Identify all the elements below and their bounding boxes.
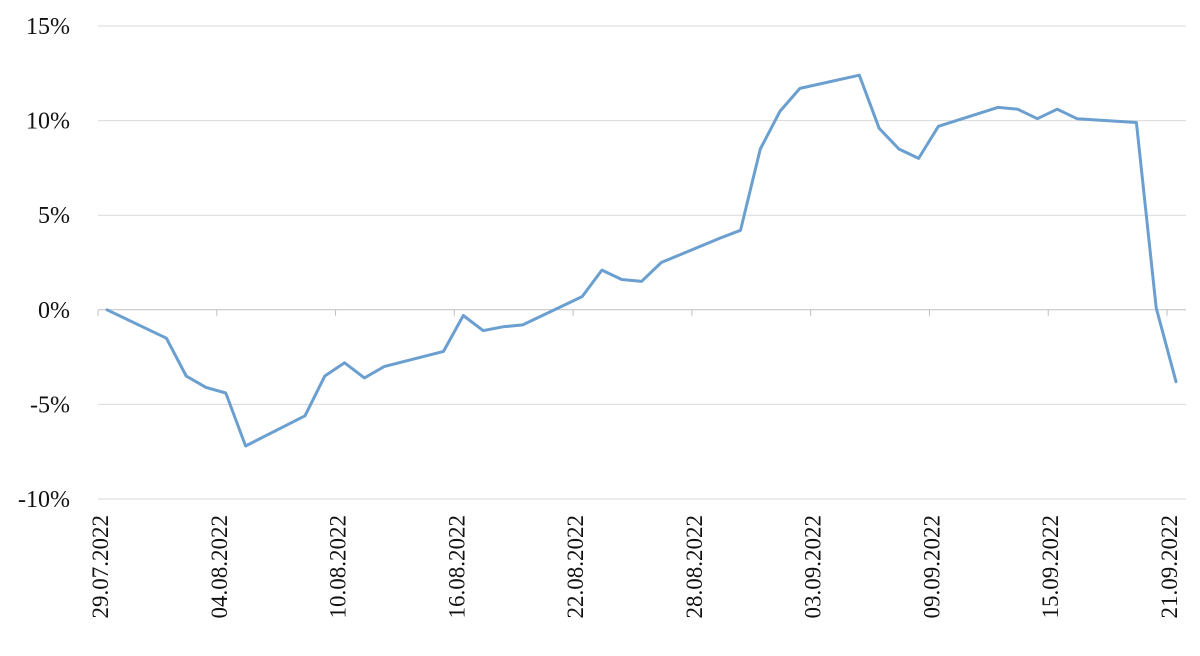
y-tick-label-0: 15%	[26, 14, 70, 40]
y-tick-label-1: 10%	[26, 109, 70, 135]
x-tick-label-5: 28.08.2022	[682, 515, 707, 619]
y-tick-label-4: -5%	[30, 392, 70, 418]
x-tick-label-2: 10.08.2022	[326, 515, 351, 619]
y-tick-label-2: 5%	[38, 203, 70, 229]
y-axis-tick-labels: 15% 10% 5% 0% -5% -10%	[18, 14, 70, 513]
x-tick-label-8: 15.09.2022	[1038, 515, 1063, 619]
y-tick-label-3: 0%	[38, 298, 70, 324]
x-axis	[97, 309, 1168, 316]
x-tick-label-4: 22.08.2022	[563, 515, 588, 619]
x-axis-tick-labels: 29.07.2022 04.08.2022 10.08.2022 16.08.2022…	[88, 515, 1182, 619]
x-tick-label-1: 04.08.2022	[207, 515, 232, 619]
x-tick-label-6: 03.09.2022	[801, 515, 826, 619]
x-tick-label-7: 09.09.2022	[919, 515, 944, 619]
series-line-0	[105, 73, 1178, 448]
series-line-layer	[105, 73, 1178, 448]
y-tick-label-5: -10%	[18, 487, 70, 513]
x-tick-label-0: 29.07.2022	[88, 515, 113, 619]
x-tick-label-3: 16.08.2022	[444, 515, 469, 619]
x-tick-label-9: 21.09.2022	[1157, 515, 1182, 619]
gridlines	[98, 25, 1186, 500]
